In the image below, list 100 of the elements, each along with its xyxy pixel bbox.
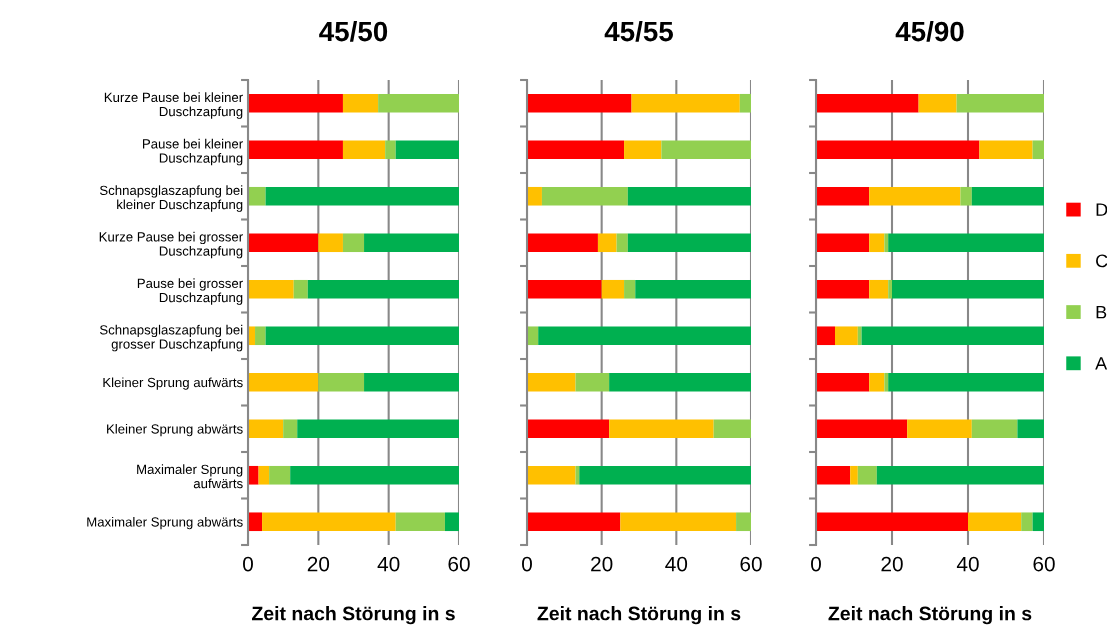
- bar: [816, 372, 870, 392]
- bar: [850, 465, 858, 485]
- bar: [816, 326, 835, 346]
- bar: [739, 93, 751, 113]
- bar: [385, 140, 396, 160]
- bar: [816, 279, 870, 299]
- bar: [290, 465, 459, 485]
- y-tick-label: Pause bei grosser Duschzapfung: [137, 278, 243, 305]
- legend-label: B: [1096, 305, 1107, 319]
- x-tick-label: 20: [881, 556, 903, 572]
- bar: [342, 93, 379, 113]
- bar: [960, 186, 972, 206]
- bar: [888, 233, 1044, 253]
- bar: [601, 279, 625, 299]
- chart-title: 45/55: [604, 20, 673, 42]
- bar: [869, 186, 961, 206]
- bar: [816, 140, 980, 160]
- bar: [575, 372, 610, 392]
- legend-label: D: [1096, 203, 1107, 216]
- bar: [627, 186, 751, 206]
- chart-title: 45/90: [895, 20, 964, 42]
- bar: [527, 512, 621, 532]
- bar: [527, 372, 576, 392]
- x-tick-label: 20: [307, 556, 330, 572]
- bar: [816, 93, 919, 113]
- bar: [857, 465, 877, 485]
- x-tick-label: 20: [591, 556, 613, 572]
- x-tick-label: 40: [665, 556, 688, 572]
- bar: [395, 140, 459, 160]
- bar: [444, 512, 459, 532]
- x-tick-label: 0: [243, 556, 253, 572]
- bar: [364, 233, 459, 253]
- bar: [293, 279, 308, 299]
- legend-label: C: [1096, 254, 1107, 268]
- bar: [248, 279, 294, 299]
- bar: [892, 279, 1044, 299]
- bar: [579, 465, 751, 485]
- bar: [318, 233, 343, 253]
- bar: [318, 372, 365, 392]
- bar: [968, 512, 1022, 532]
- bar: [262, 512, 396, 532]
- bar: [661, 140, 751, 160]
- bar: [395, 512, 445, 532]
- y-tick-label: Kurze Pause bei grosser Duschzapfung: [99, 231, 243, 259]
- bar: [884, 233, 889, 253]
- bar: [1017, 419, 1044, 439]
- bar: [816, 419, 908, 439]
- bar: [971, 419, 1018, 439]
- bar: [1032, 512, 1044, 532]
- bar: [307, 279, 459, 299]
- bar: [248, 186, 266, 206]
- bar: [631, 93, 740, 113]
- bar: [816, 465, 851, 485]
- bar: [835, 326, 858, 346]
- bar: [248, 512, 263, 532]
- bar: [816, 512, 968, 532]
- x-tick-label: 60: [1033, 556, 1055, 572]
- x-tick-label: 40: [377, 556, 400, 572]
- bar: [265, 186, 459, 206]
- bar: [248, 233, 319, 253]
- bar: [624, 279, 636, 299]
- bar: [248, 465, 259, 485]
- x-tick-label: 0: [811, 556, 821, 572]
- bar: [907, 419, 972, 439]
- bar: [258, 465, 270, 485]
- legend-label: A: [1095, 357, 1107, 370]
- bar: [857, 326, 862, 346]
- x-tick-label: 60: [740, 556, 762, 572]
- bar: [248, 140, 343, 160]
- bar: [541, 186, 628, 206]
- bar: [342, 233, 365, 253]
- chart-title: 45/50: [319, 20, 388, 42]
- bar: [248, 93, 343, 113]
- bar: [888, 372, 1044, 392]
- bar: [1021, 512, 1033, 532]
- bar: [342, 140, 386, 160]
- bar: [527, 419, 610, 439]
- bar: [248, 419, 284, 439]
- bar: [527, 140, 625, 160]
- y-tick-label: Kleiner Sprung abwärts: [107, 423, 243, 437]
- bar: [635, 279, 751, 299]
- y-tick-label: Pause bei kleiner Duschzapfung: [143, 138, 243, 166]
- x-tick-label: 40: [956, 556, 979, 572]
- bar: [869, 233, 885, 253]
- bar: [869, 372, 885, 392]
- bar: [918, 93, 957, 113]
- bar: [527, 279, 602, 299]
- bar: [956, 93, 1044, 113]
- y-tick-label: Kurze Pause bei kleiner Duschzapfung: [104, 92, 243, 119]
- bar: [527, 186, 542, 206]
- bar: [269, 465, 291, 485]
- y-tick-label: Schnapsglaszapfung bei grosser Duschzapfung: [99, 324, 243, 352]
- x-axis-title: Zeit nach Störung in s: [252, 606, 455, 625]
- bar: [283, 419, 298, 439]
- y-tick-label: Schnapsglaszapfung bei kleiner Duschzapfung: [99, 185, 243, 212]
- bar: [248, 372, 319, 392]
- bar: [971, 186, 1044, 206]
- bar: [713, 419, 751, 439]
- bar: [816, 233, 870, 253]
- bar: [527, 93, 632, 113]
